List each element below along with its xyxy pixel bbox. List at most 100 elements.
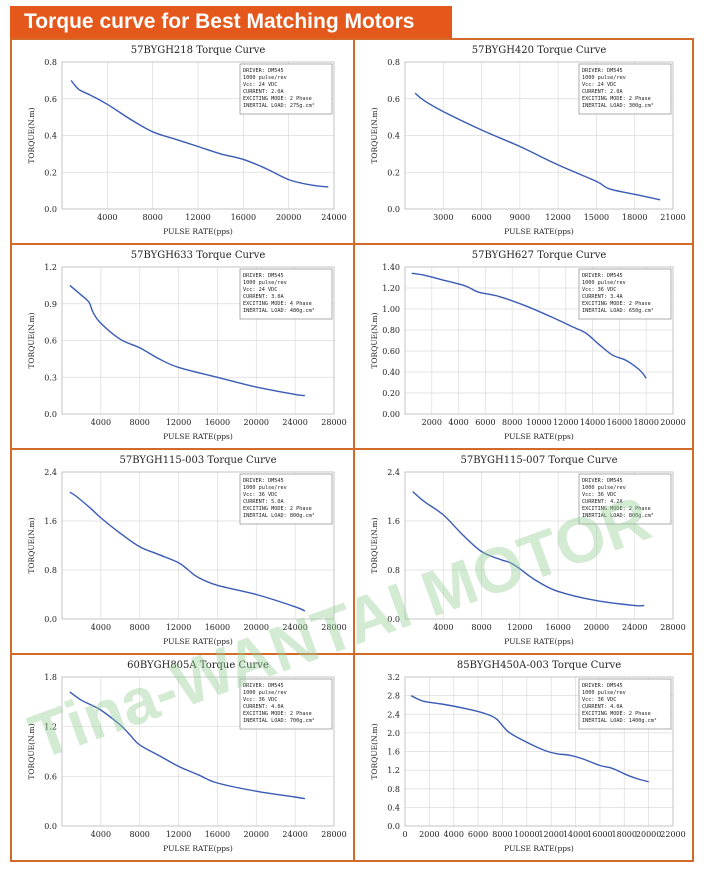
x-tick-label: 18000 [612,830,637,839]
chart-panel-57bygh627: 57BYGH627 Torque Curve 0.00 0.20 0.40 0.60 0.… [355,245,691,448]
x-tick-label: 12000 [507,623,532,632]
chart-panel-57bygh633: 57BYGH633 Torque Curve 0.0 0.3 0.6 0.9 1.2 400… [12,245,352,448]
driver-info-line: Vcc: 24 VDC [243,82,277,88]
driver-info-line: Vcc: 36 VDC [243,492,277,498]
chart-title: 60BYGH805A Torque Curve [127,660,269,671]
driver-info-line: INERTIAL LOAD: 1400g.cm² [582,718,657,724]
driver-info-box [239,63,333,115]
driver-info-line: 1000 pulse/rev [582,485,626,491]
torque-chart-57bygh420: 57BYGH420 Torque Curve 0.0 0.2 0.4 0.6 0.8 300… [370,45,686,236]
y-tick-label: 0.0 [44,205,57,214]
plot-area [404,471,674,620]
x-tick-label: 8000 [130,830,150,839]
x-tick-label: 12000 [166,418,191,427]
x-tick-label: 20000 [244,623,269,632]
driver-info-box [578,63,672,115]
y-tick-label: 1.2 [44,263,57,272]
chart-title: 57BYGH115-003 Torque Curve [119,455,276,466]
x-tick-label: 4000 [91,830,111,839]
driver-info-line: 1000 pulse/rev [582,75,626,81]
driver-info-line: DRIVER: DM545 [243,478,284,484]
torque-curve-line [69,284,305,397]
x-axis-label: PULSE RATE(pps) [504,844,574,853]
chart-grid-frame [10,38,694,862]
y-tick-label: 1.8 [44,673,57,682]
y-tick-label: 2.8 [387,692,400,701]
torque-chart-57bygh218: 57BYGH218 Torque Curve 0.0 0.2 0.4 0.6 0.8 400… [27,45,347,236]
driver-info-line: INERTIAL LOAD: 700g.cm² [243,718,315,724]
driver-info-line: CURRENT: 4.0A [582,704,623,710]
driver-info-line: DRIVER: DM545 [243,68,284,74]
chart-title: 57BYGH627 Torque Curve [472,250,607,261]
x-tick-label: 4000 [91,623,111,632]
torque-curve-line [411,272,647,379]
x-tick-label: 2000 [422,418,442,427]
x-tick-label: 10000 [526,418,551,427]
driver-info-box [578,678,672,730]
driver-info-line: 1000 pulse/rev [582,690,626,696]
torque-curve-line [410,694,649,783]
x-axis-label: PULSE RATE(pps) [504,227,574,236]
x-tick-label: 24000 [321,213,346,222]
driver-info-line: INERTIAL LOAD: 800g.cm² [582,513,654,519]
x-tick-label: 4000 [91,418,111,427]
x-tick-label: 6000 [468,830,488,839]
driver-info-line: EXCITING MODE: 2 Phase [582,96,651,102]
grid-divider-vertical [353,38,355,862]
torque-chart-60bygh805a: 60BYGH805A Torque Curve 0.0 0.6 1.2 1.8 4000 8… [27,660,347,853]
x-tick-label: 20000 [276,213,301,222]
driver-info-line: INERTIAL LOAD: 275g.cm² [243,103,315,109]
x-tick-label: 4000 [433,623,453,632]
y-axis-label: TORQUE(N.m) [370,517,379,573]
driver-info-line: DRIVER: DM545 [243,683,284,689]
x-tick-label: 4000 [448,418,468,427]
driver-info-line: 1000 pulse/rev [243,690,287,696]
chart-panel-57bygh218: 57BYGH218 Torque Curve 0.0 0.2 0.4 0.6 0.8 400… [12,40,352,243]
x-tick-label: 12000 [166,830,191,839]
driver-info-line: EXCITING MODE: 2 Phase [243,711,312,717]
x-tick-label: 28000 [321,418,346,427]
x-tick-label: 8000 [471,623,491,632]
torque-chart-85bygh450a-003: 85BYGH450A-003 Torque Curve 0.0 0.4 0.8 1.2 1… [370,660,686,853]
driver-info-line: EXCITING MODE: 2 Phase [582,711,651,717]
y-tick-label: 0.60 [382,347,400,356]
driver-info-line: DRIVER: DM545 [243,273,284,279]
x-tick-label: 16000 [607,418,632,427]
torque-chart-57bygh115-003: 57BYGH115-003 Torque Curve 0.0 0.8 1.6 2.4 40… [27,455,347,646]
x-tick-label: 12000 [166,623,191,632]
y-tick-label: 2.0 [387,729,400,738]
x-tick-label: 18000 [622,213,647,222]
y-tick-label: 2.4 [387,468,400,477]
x-tick-label: 4000 [97,213,117,222]
x-tick-label: 20000 [660,418,685,427]
y-tick-label: 1.40 [382,263,400,272]
y-tick-label: 1.2 [44,723,57,732]
driver-info-box [239,473,333,525]
y-tick-label: 0.8 [387,58,400,67]
chart-title: 57BYGH115-007 Torque Curve [460,455,617,466]
driver-info-line: Vcc: 36 VDC [582,697,616,703]
x-axis-label: PULSE RATE(pps) [163,637,233,646]
x-tick-label: 14000 [580,418,605,427]
chart-panel-57bygh420: 57BYGH420 Torque Curve 0.0 0.2 0.4 0.6 0.8 300… [355,40,691,243]
y-tick-label: 0.4 [387,803,400,812]
y-axis-label: TORQUE(N.m) [27,312,36,368]
driver-info-line: INERTIAL LOAD: 800g.cm² [243,513,315,519]
x-tick-label: 28000 [321,623,346,632]
x-tick-label: 24000 [282,830,307,839]
torque-curve-line [70,79,329,188]
y-tick-label: 1.20 [382,284,400,293]
x-tick-label: 8000 [492,830,512,839]
driver-info-line: DRIVER: DM545 [582,273,623,279]
y-tick-label: 1.6 [44,517,57,526]
chart-title: 57BYGH633 Torque Curve [131,250,266,261]
chart-panel-60bygh805a: 60BYGH805A Torque Curve 0.0 0.6 1.2 1.8 4000 8… [12,655,352,860]
torque-chart-57bygh115-007: 57BYGH115-007 Torque Curve 0.0 0.8 1.6 2.4 40… [370,455,686,646]
x-tick-label: 16000 [231,213,256,222]
grid-divider-row-1 [10,243,694,245]
grid-divider-row-2 [10,448,694,450]
y-tick-label: 0.4 [387,132,400,141]
y-tick-label: 1.2 [387,766,400,775]
driver-info-line: CURRENT: 2.0A [243,89,284,95]
y-tick-label: 0.0 [387,822,400,831]
